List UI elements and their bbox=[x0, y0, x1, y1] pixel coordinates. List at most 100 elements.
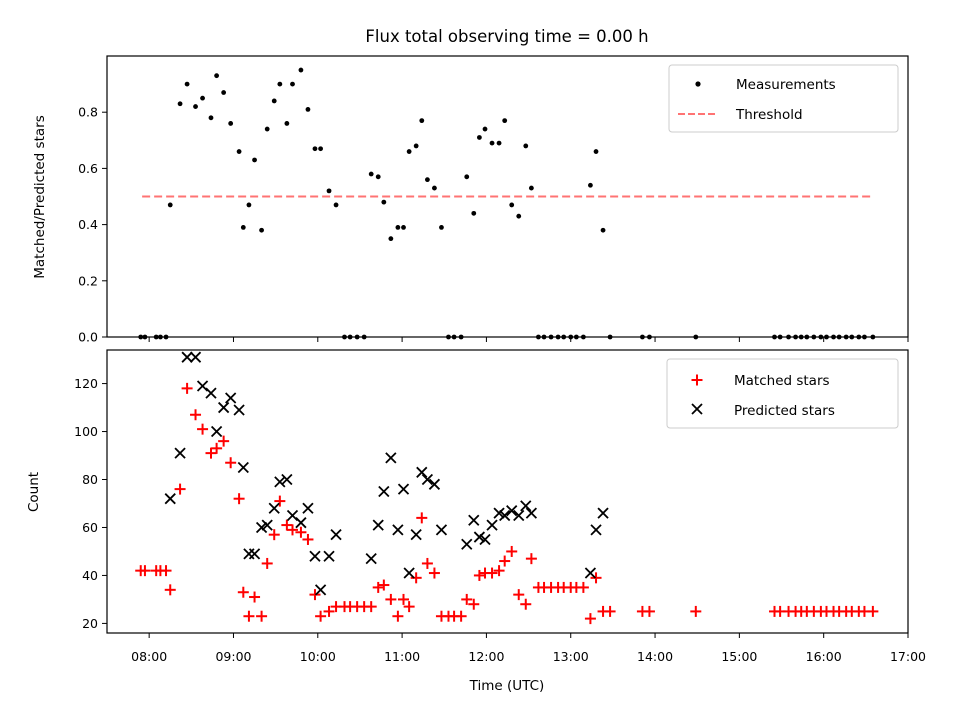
measurement-point bbox=[193, 104, 198, 109]
measurement-point bbox=[439, 225, 444, 230]
matched-point bbox=[160, 565, 172, 577]
top-legend-frame bbox=[668, 64, 899, 133]
predicted-point bbox=[314, 584, 327, 596]
bottom-y-tick-label: 80 bbox=[82, 472, 98, 487]
matched-point bbox=[584, 613, 596, 625]
predicted-point bbox=[225, 392, 237, 404]
measurement-point bbox=[264, 126, 270, 132]
measurement-point bbox=[312, 146, 318, 152]
predicted-point bbox=[268, 502, 280, 514]
measurement-point bbox=[401, 225, 406, 230]
top-y-tick-label: 0.6 bbox=[78, 161, 98, 176]
top-y-axis-label: Matched/Predicted stars bbox=[32, 115, 48, 278]
bottom-x-tick-label: 09:00 bbox=[215, 649, 251, 664]
predicted-point bbox=[330, 529, 342, 541]
matched-point bbox=[493, 565, 505, 577]
predicted-point bbox=[385, 452, 397, 464]
matched-point bbox=[243, 610, 255, 622]
bottom-y-tick-label: 40 bbox=[82, 568, 98, 583]
measurement-point bbox=[228, 121, 234, 126]
bottom-x-tick-label: 12:00 bbox=[468, 649, 504, 664]
top-y-tick-label: 0.0 bbox=[78, 330, 98, 345]
matched-point bbox=[867, 605, 879, 617]
predicted-point bbox=[597, 507, 609, 519]
measurement-point bbox=[290, 81, 295, 87]
matched-point bbox=[372, 581, 384, 593]
predicted-point bbox=[210, 425, 223, 438]
measurement-point bbox=[368, 171, 374, 177]
matched-point bbox=[461, 593, 473, 605]
predicted-point bbox=[392, 524, 404, 536]
measurement-point bbox=[509, 202, 515, 208]
measurement-point bbox=[277, 81, 283, 87]
bottom-y-axis-label: Count bbox=[26, 472, 42, 512]
matched-point bbox=[520, 598, 532, 610]
matched-point bbox=[249, 591, 261, 603]
measurement-point bbox=[381, 199, 387, 205]
bottom-x-tick-label: 11:00 bbox=[384, 649, 420, 664]
measurement-point bbox=[271, 98, 277, 104]
measurement-point bbox=[236, 149, 242, 154]
measurement-point bbox=[298, 67, 304, 73]
top-y-tick-label: 0.2 bbox=[78, 273, 98, 288]
bottom-x-tick-label: 16:00 bbox=[806, 649, 842, 664]
predicted-point bbox=[473, 531, 486, 543]
predicted-point bbox=[468, 514, 480, 526]
matched-point bbox=[286, 524, 298, 536]
measurement-point bbox=[388, 236, 394, 242]
matched-point bbox=[499, 555, 511, 567]
matched-point bbox=[164, 584, 176, 596]
matched-point bbox=[416, 512, 428, 524]
predicted-point bbox=[486, 519, 498, 531]
measurement-point bbox=[476, 135, 482, 140]
matched-point bbox=[295, 526, 307, 538]
measurement-point bbox=[482, 126, 488, 132]
predicted-point bbox=[233, 404, 245, 416]
bottom-y-axis: 20 40 60 80 100 120 bbox=[74, 376, 107, 631]
measurement-point bbox=[375, 174, 381, 180]
bottom-legend-frame bbox=[666, 358, 899, 429]
bottom-x-tick-label: 08:00 bbox=[131, 649, 167, 664]
predicted-point bbox=[365, 553, 377, 565]
measurement-point bbox=[413, 143, 419, 149]
measurement-point bbox=[489, 140, 495, 146]
matched-point bbox=[403, 601, 415, 613]
top-axes-frame bbox=[106, 55, 909, 338]
measurement-point bbox=[305, 106, 311, 112]
measurement-point bbox=[221, 90, 227, 95]
top-y-tick-label: 0.8 bbox=[78, 105, 98, 120]
predicted-point bbox=[520, 500, 532, 512]
top-y-axis: 0.0 0.2 0.4 0.6 0.8 bbox=[78, 105, 107, 345]
predicted-point bbox=[309, 550, 321, 562]
bottom-x-tick-label: 14:00 bbox=[637, 649, 673, 664]
predicted-point bbox=[428, 478, 441, 490]
predicted-point bbox=[378, 485, 390, 498]
predicted-point bbox=[218, 401, 230, 414]
matched-point bbox=[211, 442, 223, 454]
measurement-point bbox=[528, 185, 534, 191]
legend-measurements-marker bbox=[695, 81, 701, 87]
bottom-y-tick-label: 120 bbox=[74, 376, 98, 391]
matched-point bbox=[513, 589, 525, 601]
measurement-point bbox=[200, 95, 205, 101]
predicted-point bbox=[372, 519, 384, 531]
measurement-point bbox=[333, 202, 339, 208]
matched-point bbox=[190, 409, 202, 421]
top-y-tick-label: 0.4 bbox=[78, 217, 98, 232]
predicted-point bbox=[513, 509, 525, 522]
predicted-point bbox=[397, 483, 410, 495]
measurement-point bbox=[471, 210, 477, 216]
predicted-point bbox=[205, 387, 217, 399]
measurement-point bbox=[464, 174, 470, 180]
legend-threshold-label: Threshold bbox=[735, 107, 803, 123]
matched-point bbox=[174, 483, 186, 495]
measurement-point bbox=[419, 118, 425, 124]
predicted-point bbox=[189, 351, 202, 363]
predicted-point bbox=[255, 521, 268, 534]
bottom-y-tick-label: 100 bbox=[74, 424, 98, 439]
predicted-point bbox=[506, 505, 518, 517]
matched-point bbox=[392, 610, 404, 622]
matched-point bbox=[378, 579, 390, 591]
measurement-point bbox=[516, 213, 522, 219]
measurement-point bbox=[246, 202, 252, 208]
